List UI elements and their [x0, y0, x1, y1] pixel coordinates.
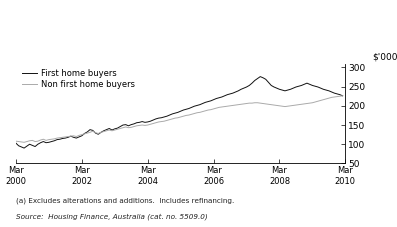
Non first home buyers — [332, 96, 337, 98]
First home buyers — [197, 103, 202, 106]
First home buyers — [340, 94, 345, 97]
Non first home buyers — [197, 111, 202, 114]
First home buyers — [85, 131, 90, 133]
First home buyers — [258, 75, 263, 78]
Line: Non first home buyers: Non first home buyers — [16, 96, 343, 142]
First home buyers — [22, 147, 27, 149]
Non first home buyers — [13, 140, 18, 143]
Legend: First home buyers, Non first home buyers: First home buyers, Non first home buyers — [20, 68, 137, 91]
Text: Source:  Housing Finance, Australia (cat. no. 5509.0): Source: Housing Finance, Australia (cat.… — [16, 213, 208, 220]
First home buyers — [13, 142, 18, 144]
Non first home buyers — [340, 94, 345, 97]
First home buyers — [241, 87, 246, 89]
First home buyers — [335, 93, 339, 95]
Text: (a) Excludes alterations and additions.  Includes refinancing.: (a) Excludes alterations and additions. … — [16, 197, 234, 204]
Non first home buyers — [104, 129, 109, 132]
Non first home buyers — [85, 132, 90, 134]
First home buyers — [277, 88, 282, 91]
First home buyers — [104, 128, 109, 131]
Non first home buyers — [274, 104, 279, 107]
Non first home buyers — [22, 141, 27, 144]
Text: $'000: $'000 — [372, 53, 397, 62]
Non first home buyers — [241, 103, 246, 105]
Line: First home buyers: First home buyers — [16, 77, 343, 148]
